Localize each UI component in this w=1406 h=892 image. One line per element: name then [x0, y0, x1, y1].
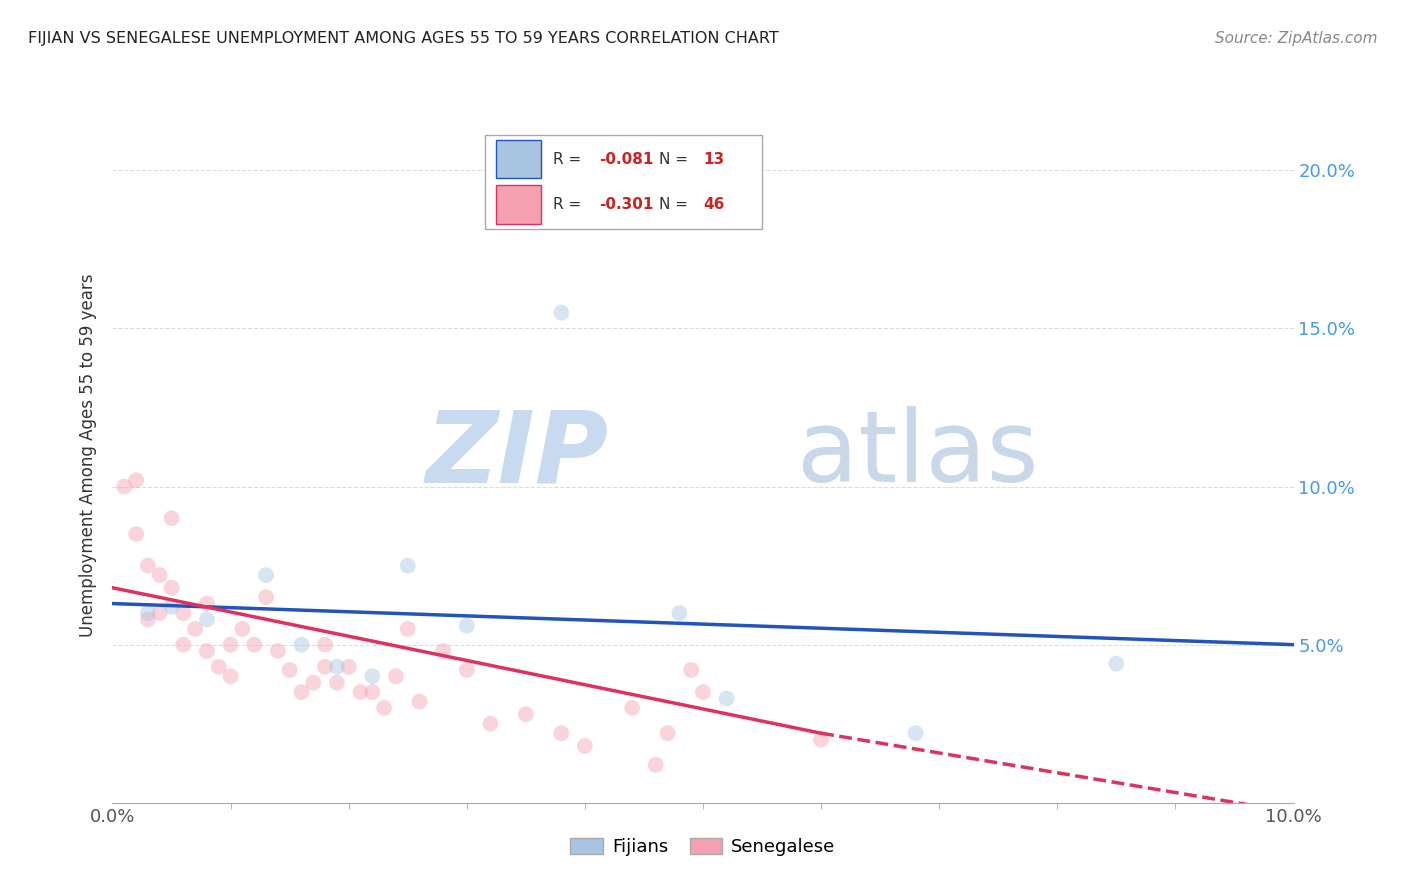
Point: [136, 612, 159, 626]
Point: [125, 473, 148, 487]
Point: [172, 638, 194, 652]
Point: [208, 660, 231, 674]
Point: [692, 685, 714, 699]
Point: [385, 669, 408, 683]
Point: [184, 622, 207, 636]
FancyBboxPatch shape: [496, 140, 541, 178]
Point: [408, 695, 430, 709]
Point: [149, 568, 172, 582]
Point: [515, 707, 537, 722]
Point: [349, 685, 371, 699]
Y-axis label: Unemployment Among Ages 55 to 59 years: Unemployment Among Ages 55 to 59 years: [79, 273, 97, 637]
Point: [302, 675, 325, 690]
Point: [314, 638, 336, 652]
Point: [550, 305, 572, 319]
Point: [136, 606, 159, 620]
Text: R =: R =: [553, 197, 586, 212]
Point: [373, 701, 395, 715]
Text: atlas: atlas: [797, 407, 1039, 503]
Point: [125, 527, 148, 541]
Point: [361, 669, 384, 683]
Point: [337, 660, 360, 674]
Point: [160, 599, 183, 614]
Point: [456, 618, 478, 632]
Point: [396, 622, 419, 636]
Point: [326, 660, 349, 674]
Point: [219, 669, 242, 683]
Point: [243, 638, 266, 652]
Point: [681, 663, 703, 677]
Point: [136, 558, 159, 573]
Point: [621, 701, 644, 715]
Point: [195, 597, 218, 611]
Point: [657, 726, 679, 740]
Legend: Fijians, Senegalese: Fijians, Senegalese: [564, 830, 842, 863]
Point: [314, 660, 336, 674]
Text: -0.301: -0.301: [599, 197, 654, 212]
Point: [160, 581, 183, 595]
Text: 46: 46: [703, 197, 724, 212]
Point: [254, 568, 277, 582]
Point: [290, 638, 312, 652]
Text: N =: N =: [659, 197, 693, 212]
Point: [219, 638, 242, 652]
Text: N =: N =: [659, 152, 693, 167]
Text: ZIP: ZIP: [426, 407, 609, 503]
Point: [432, 644, 454, 658]
Point: [716, 691, 738, 706]
Text: Source: ZipAtlas.com: Source: ZipAtlas.com: [1215, 31, 1378, 46]
Point: [644, 757, 666, 772]
Point: [396, 558, 419, 573]
Point: [112, 479, 135, 493]
Point: [326, 675, 349, 690]
Point: [290, 685, 312, 699]
Text: FIJIAN VS SENEGALESE UNEMPLOYMENT AMONG AGES 55 TO 59 YEARS CORRELATION CHART: FIJIAN VS SENEGALESE UNEMPLOYMENT AMONG …: [28, 31, 779, 46]
Point: [195, 612, 218, 626]
Point: [456, 663, 478, 677]
Point: [160, 511, 183, 525]
Point: [479, 716, 502, 731]
Point: [810, 732, 832, 747]
Point: [361, 685, 384, 699]
Point: [267, 644, 290, 658]
Point: [904, 726, 927, 740]
Text: 13: 13: [703, 152, 724, 167]
Point: [668, 606, 690, 620]
Point: [574, 739, 596, 753]
Point: [550, 726, 572, 740]
Point: [278, 663, 301, 677]
Point: [1105, 657, 1128, 671]
Point: [231, 622, 253, 636]
FancyBboxPatch shape: [496, 186, 541, 224]
Text: R =: R =: [553, 152, 586, 167]
Point: [195, 644, 218, 658]
Text: -0.081: -0.081: [599, 152, 654, 167]
Point: [149, 606, 172, 620]
Point: [254, 591, 277, 605]
Point: [172, 606, 194, 620]
FancyBboxPatch shape: [485, 135, 762, 229]
